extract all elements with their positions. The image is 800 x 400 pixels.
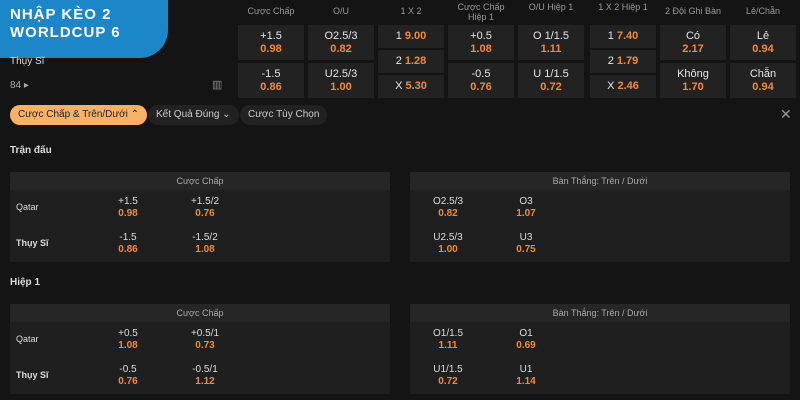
odds-cell[interactable]: O3 1.07 [516,196,536,219]
odds-cell[interactable]: 2 1.79 [590,50,656,73]
team-name: Thụy Sĩ [16,370,49,380]
odds-cell[interactable]: Có 2.17 [660,25,726,60]
column-header: 2 Đội Ghi Bàn [664,6,722,16]
tab-correct-score[interactable]: Kết Quả Đúng ⌄ [148,105,239,125]
odds-cell[interactable]: 2 1.28 [378,50,444,73]
odds-cell[interactable]: -0.5 0.76 [448,63,514,98]
team-name: Qatar [16,334,39,344]
odds-cell[interactable]: X 2.46 [590,75,656,98]
column-header: Cược Chấp [247,6,295,16]
odds-cell[interactable]: +0.5 1.08 [118,328,138,351]
odds-cell[interactable]: 1 9.00 [378,25,444,48]
section-title: Trận đấu [10,145,52,156]
odds-cell[interactable]: O1/1.5 1.11 [432,328,464,351]
odds-cell[interactable]: O 1/1.5 1.11 [518,25,584,60]
team-name: Thụy Sĩ [10,56,45,67]
market-panel: Cược Chấp Qatar +1.5 0.98 +1.5/2 0.76 Thụy Sĩ -… [10,172,390,262]
odds-cell[interactable]: -0.5/1 1.12 [192,364,218,387]
team-name: Qatar [16,202,39,212]
column-header: Lẻ/Chẵn [745,6,781,16]
team-name: Thụy Sĩ [16,238,49,248]
column-header: O/U [332,6,349,16]
more-markets-link[interactable]: 84 ▸ [10,80,29,91]
odds-cell[interactable]: U3 0.75 [516,232,536,255]
close-icon[interactable]: ✕ [780,106,792,122]
tab-custom-bet[interactable]: Cược Tùy Chọn [240,105,328,125]
odds-cell[interactable]: 1 7.40 [590,25,656,48]
odds-cell[interactable]: +0.5 1.08 [448,25,514,60]
odds-cell[interactable]: +0.5/1 0.73 [190,328,220,351]
market-panel: Bàn Thắng: Trên / Dưới O1/1.5 1.11 O1 0.69 U1… [410,304,790,394]
odds-cell[interactable]: U1/1.5 0.72 [433,364,463,387]
site-logo: NHẬP KÈO 2 WORLDCUP 6 [0,0,168,58]
odds-cell[interactable]: -0.5 0.76 [118,364,138,387]
odds-cell[interactable]: U2.5/3 1.00 [433,232,463,255]
odds-cell[interactable]: X 5.30 [378,75,444,98]
column-header: 1 X 2 Hiệp 1 [598,2,648,12]
odds-cell[interactable]: -1.5 0.86 [238,63,304,98]
market-panel: Bàn Thắng: Trên / Dưới O2.5/3 0.82 O3 1.07 U2… [410,172,790,262]
odds-cell[interactable]: +1.5 0.98 [238,25,304,60]
odds-cell[interactable]: -1.5/2 1.08 [192,232,218,255]
odds-cell[interactable]: +1.5/2 0.76 [190,196,220,219]
odds-cell[interactable]: -1.5 0.86 [118,232,138,255]
stats-icon[interactable]: ▥ [212,79,223,91]
tab-handicap-over-under[interactable]: Cược Chấp & Trên/Dưới ⌃ [10,105,148,125]
odds-cell[interactable]: Chẵn 0.94 [730,63,796,98]
column-header: 1 X 2 [400,6,422,16]
odds-cell[interactable]: Lẻ 0.94 [730,25,796,60]
odds-cell[interactable]: U 1/1.5 0.72 [518,63,584,98]
market-panel: Cược Chấp Qatar +0.5 1.08 +0.5/1 0.73 Thụy Sĩ -… [10,304,390,394]
section-title: Hiệp 1 [10,277,41,288]
odds-cell[interactable]: O2.5/3 0.82 [432,196,464,219]
odds-cell[interactable]: U2.5/3 1.00 [308,63,374,98]
column-header: O/U Hiệp 1 [528,2,574,12]
odds-cell[interactable]: U1 1.14 [516,364,536,387]
column-header: Cược Chấp Hiệp 1 [457,2,505,22]
odds-cell[interactable]: O1 0.69 [516,328,536,351]
odds-cell[interactable]: O2.5/3 0.82 [308,25,374,60]
odds-cell[interactable]: Không 1.70 [660,63,726,98]
odds-cell[interactable]: +1.5 0.98 [118,196,138,219]
